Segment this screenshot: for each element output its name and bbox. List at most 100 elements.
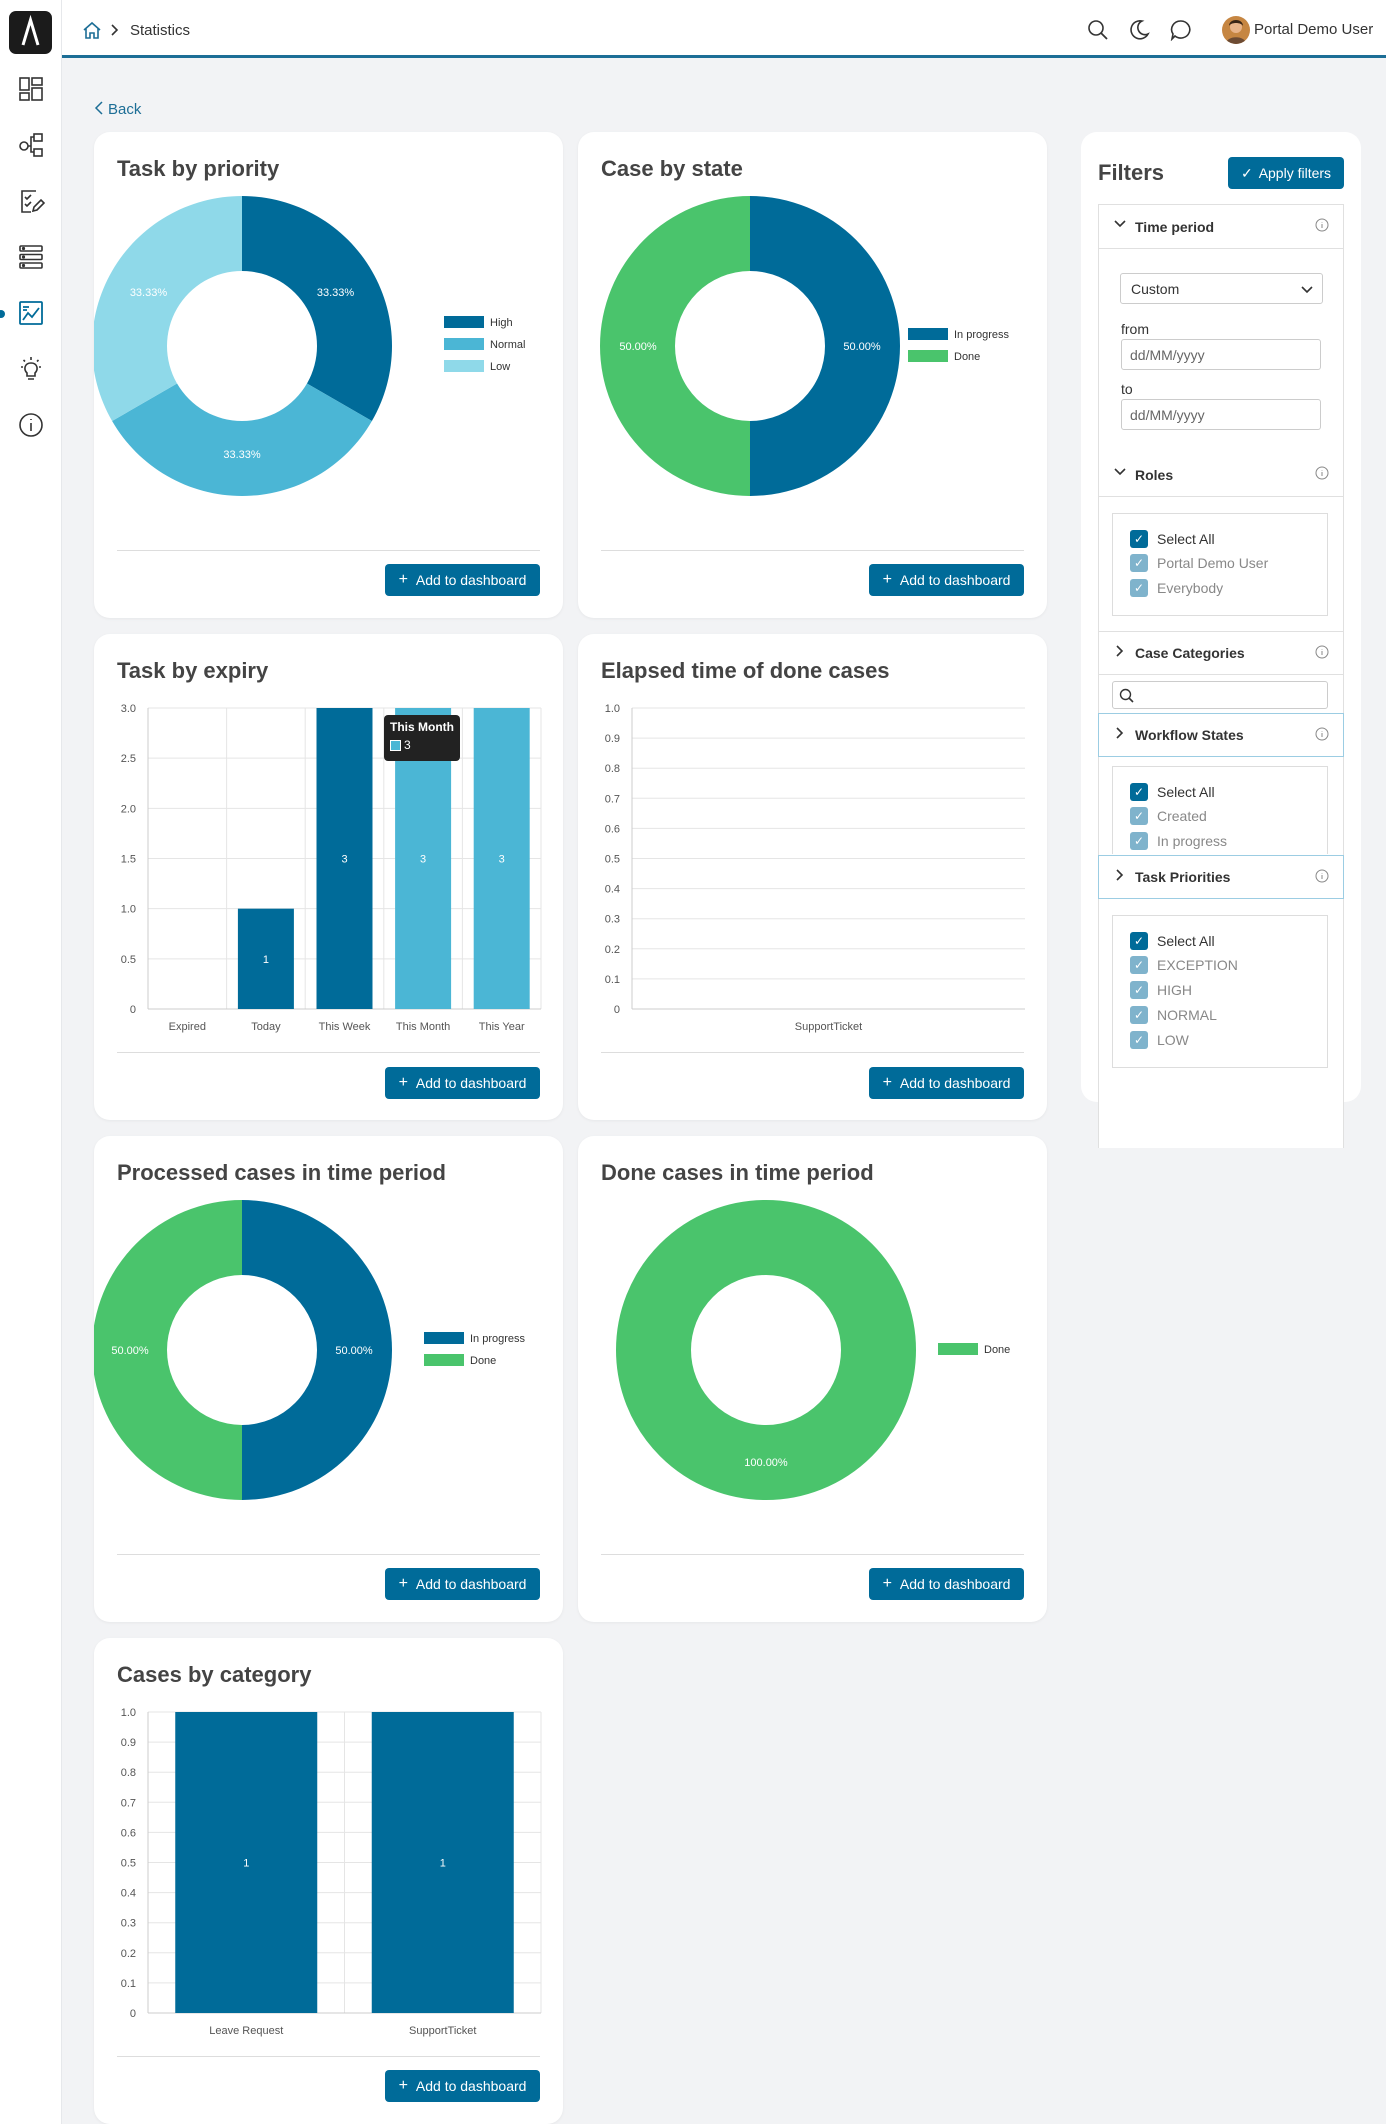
bar-value-label: 1	[243, 1858, 249, 1870]
info-icon[interactable]	[1315, 727, 1329, 741]
add-to-dashboard-button[interactable]: + Add to dashboard	[385, 1067, 540, 1099]
priority-label: HIGH	[1157, 982, 1192, 998]
plus-icon: +	[398, 571, 408, 588]
bar-value-label: 1	[263, 954, 269, 966]
priority-exception[interactable]: ✓ EXCEPTION	[1130, 954, 1238, 976]
add-label: Add to dashboard	[415, 1576, 527, 1592]
chat-icon[interactable]	[1170, 19, 1192, 41]
add-to-dashboard-button[interactable]: + Add to dashboard	[385, 2070, 540, 2102]
avatar[interactable]	[1222, 16, 1250, 44]
priority-low[interactable]: ✓ LOW	[1130, 1029, 1189, 1051]
back-link[interactable]: Back	[94, 101, 141, 118]
workflow-states-header[interactable]: Workflow States	[1098, 713, 1344, 757]
y-tick-label: 0.8	[121, 1767, 136, 1779]
tooltip-swatch	[390, 739, 401, 751]
add-label: Add to dashboard	[415, 2078, 527, 2094]
add-label: Add to dashboard	[899, 1075, 1011, 1091]
priority-label: Select All	[1157, 933, 1215, 949]
y-tick-label: 0.8	[605, 763, 620, 775]
state-select-all[interactable]: ✓ Select All	[1130, 781, 1215, 803]
search-icon	[1119, 688, 1134, 703]
dark-mode-icon[interactable]	[1128, 19, 1150, 41]
card-title: Task by priority	[117, 156, 280, 181]
pie-slice-in-progress	[242, 1200, 392, 1500]
chevron-right-icon	[1116, 727, 1124, 739]
elapsed-time-chart: 0 0.1 0.2 0.3 0.4 0.5 0.6 0.7 0.8 0.9 1.0 SupportTi…	[605, 703, 1025, 1033]
divider	[117, 1554, 540, 1555]
add-to-dashboard-button[interactable]: + Add to dashboard	[869, 1067, 1024, 1099]
breadcrumb-current[interactable]: Statistics	[130, 22, 191, 39]
add-to-dashboard-button[interactable]: + Add to dashboard	[869, 564, 1024, 596]
plus-icon: +	[882, 1575, 892, 1592]
add-label: Add to dashboard	[415, 1075, 527, 1091]
y-tick-label: 0.6	[121, 1827, 136, 1839]
state-created[interactable]: ✓ Created	[1130, 805, 1207, 827]
y-tick-label: 0.9	[605, 733, 620, 745]
legend-label-done: Done	[954, 351, 980, 363]
time-period-header[interactable]: Time period	[1099, 205, 1343, 249]
filters-title: Filters	[1098, 160, 1165, 185]
dashboard-icon[interactable]	[17, 75, 45, 103]
y-tick-label: 0.5	[121, 1858, 136, 1870]
card-task-by-priority: Task by priority 33.33% 33.33% 33.33% High N…	[94, 132, 563, 618]
checkbox-checked-icon: ✓	[1130, 783, 1148, 801]
plus-icon: +	[398, 1575, 408, 1592]
add-label: Add to dashboard	[899, 572, 1011, 588]
divider	[601, 1554, 1024, 1555]
processes-icon[interactable]	[17, 131, 45, 159]
search-icon[interactable]	[1087, 19, 1109, 41]
role-everybody[interactable]: ✓ Everybody	[1130, 577, 1223, 599]
card-title: Task by expiry	[117, 658, 269, 683]
card-title: Processed cases in time period	[117, 1160, 446, 1185]
task-priorities-header[interactable]: Task Priorities	[1098, 855, 1344, 899]
priority-select-all[interactable]: ✓ Select All	[1130, 930, 1215, 952]
y-tick-label: 0.4	[121, 1888, 136, 1900]
add-to-dashboard-button[interactable]: + Add to dashboard	[385, 1568, 540, 1600]
tooltip-title: This Month	[390, 720, 454, 734]
priority-high[interactable]: ✓ HIGH	[1130, 979, 1192, 1001]
info-icon[interactable]	[17, 411, 45, 439]
info-icon[interactable]	[1315, 466, 1329, 480]
info-icon[interactable]	[1315, 645, 1329, 659]
y-tick-label: 0	[614, 1004, 620, 1016]
info-icon[interactable]	[1315, 218, 1329, 232]
to-date-input[interactable]: dd/MM/yyyy	[1121, 399, 1321, 430]
chevron-right-icon	[1116, 869, 1124, 881]
ideas-icon[interactable]	[17, 355, 45, 383]
apply-filters-button[interactable]: ✓ Apply filters	[1228, 157, 1344, 189]
checkbox-checked-icon: ✓	[1130, 832, 1148, 850]
time-period-select[interactable]: Custom	[1120, 273, 1323, 304]
section-label: Roles	[1135, 466, 1174, 483]
legend-swatch-done	[908, 350, 948, 362]
home-icon[interactable]	[82, 20, 102, 40]
bar-this-week	[316, 708, 373, 1009]
divider	[117, 2056, 540, 2057]
axon-logo[interactable]	[9, 11, 52, 54]
statistics-icon[interactable]	[17, 299, 45, 327]
y-tick-label: 0.7	[605, 793, 620, 805]
checkbox-checked-icon: ✓	[1130, 1031, 1148, 1049]
from-date-input[interactable]: dd/MM/yyyy	[1121, 339, 1321, 370]
processed-cases-chart: 50.00% 50.00% In progress Done	[94, 1200, 526, 1500]
role-portal-demo-user[interactable]: ✓ Portal Demo User	[1130, 552, 1268, 574]
priority-label: EXCEPTION	[1157, 957, 1238, 973]
role-select-all[interactable]: ✓ Select All	[1130, 528, 1215, 550]
roles-header[interactable]: Roles	[1099, 453, 1343, 497]
legend-label-done: Done	[984, 1344, 1010, 1356]
cases-icon[interactable]	[17, 243, 45, 271]
case-categories-header[interactable]: Case Categories	[1099, 631, 1343, 675]
priority-normal[interactable]: ✓ NORMAL	[1130, 1004, 1217, 1026]
card-title: Done cases in time period	[601, 1160, 874, 1185]
chevron-down-icon	[1114, 220, 1126, 228]
state-label: Created	[1157, 808, 1207, 824]
chevron-right-icon	[1116, 645, 1124, 657]
pie-label: 100.00%	[744, 1457, 788, 1469]
add-to-dashboard-button[interactable]: + Add to dashboard	[385, 564, 540, 596]
case-category-search-input[interactable]	[1112, 681, 1328, 709]
state-in-progress[interactable]: ✓ In progress	[1130, 830, 1227, 852]
info-icon[interactable]	[1315, 869, 1329, 883]
add-to-dashboard-button[interactable]: + Add to dashboard	[869, 1568, 1024, 1600]
section-label: Workflow States	[1135, 727, 1244, 743]
tasks-icon[interactable]	[17, 187, 45, 215]
user-name[interactable]: Portal Demo User	[1254, 21, 1374, 38]
